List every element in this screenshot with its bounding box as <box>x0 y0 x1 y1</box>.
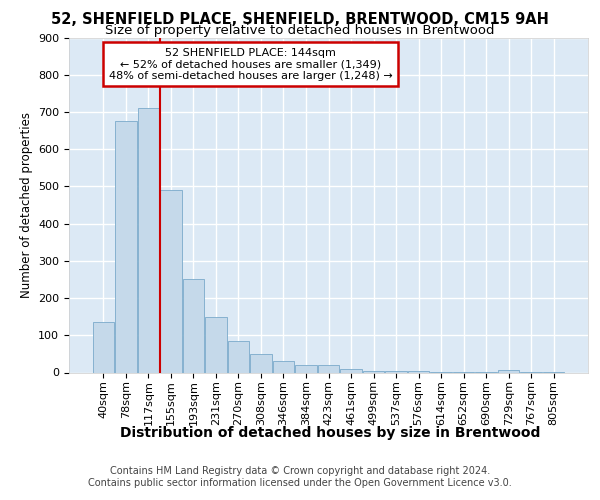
Bar <box>295 365 317 372</box>
Bar <box>205 316 227 372</box>
Bar <box>250 354 272 372</box>
Text: 52, SHENFIELD PLACE, SHENFIELD, BRENTWOOD, CM15 9AH: 52, SHENFIELD PLACE, SHENFIELD, BRENTWOO… <box>51 12 549 28</box>
Bar <box>115 121 137 372</box>
Y-axis label: Number of detached properties: Number of detached properties <box>20 112 32 298</box>
Text: Contains HM Land Registry data © Crown copyright and database right 2024.
Contai: Contains HM Land Registry data © Crown c… <box>88 466 512 487</box>
Bar <box>137 108 159 372</box>
Bar <box>318 365 339 372</box>
Bar <box>340 369 362 372</box>
Bar <box>363 370 384 372</box>
Bar <box>273 362 294 372</box>
Bar <box>498 370 520 372</box>
Bar <box>160 190 182 372</box>
Bar <box>182 280 204 372</box>
Text: Distribution of detached houses by size in Brentwood: Distribution of detached houses by size … <box>120 426 540 440</box>
Bar <box>385 371 407 372</box>
Text: 52 SHENFIELD PLACE: 144sqm
← 52% of detached houses are smaller (1,349)
48% of s: 52 SHENFIELD PLACE: 144sqm ← 52% of deta… <box>109 48 392 80</box>
Bar <box>228 341 249 372</box>
Bar <box>92 322 114 372</box>
Text: Size of property relative to detached houses in Brentwood: Size of property relative to detached ho… <box>105 24 495 37</box>
